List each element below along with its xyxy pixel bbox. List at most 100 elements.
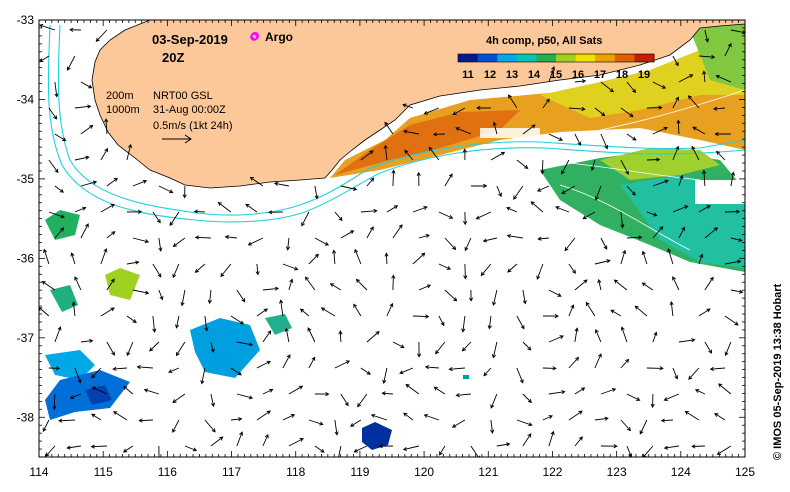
current-arrow bbox=[463, 211, 468, 226]
current-arrow bbox=[691, 145, 700, 161]
current-arrow bbox=[698, 54, 716, 60]
current-arrow bbox=[522, 341, 532, 351]
current-arrow bbox=[338, 445, 342, 457]
current-arrow bbox=[620, 326, 628, 343]
current-arrow bbox=[652, 179, 669, 187]
current-arrow bbox=[184, 445, 198, 452]
current-arrow bbox=[412, 252, 426, 265]
current-arrow bbox=[590, 159, 596, 172]
current-arrow bbox=[692, 126, 706, 135]
current-arrow bbox=[650, 393, 655, 409]
y-tick-label: -36 bbox=[17, 251, 35, 265]
current-arrow bbox=[288, 278, 294, 291]
current-arrow bbox=[41, 280, 56, 291]
current-arrow bbox=[74, 367, 82, 384]
current-arrow bbox=[574, 79, 587, 84]
current-arrow bbox=[698, 308, 711, 317]
current-arrow bbox=[383, 144, 388, 161]
current-arrow bbox=[106, 231, 116, 239]
current-arrow bbox=[80, 338, 94, 343]
current-arrow bbox=[136, 364, 153, 370]
colorbar-tick-label: 16 bbox=[572, 69, 584, 81]
current-arrow bbox=[652, 331, 658, 343]
current-arrow bbox=[48, 211, 65, 219]
current-arrow bbox=[678, 338, 696, 343]
current-arrow bbox=[434, 341, 446, 355]
x-tick-label: 124 bbox=[671, 465, 691, 479]
current-arrow bbox=[542, 415, 553, 421]
current-arrow bbox=[476, 105, 491, 110]
contour-200m-label: 200m bbox=[106, 90, 134, 102]
current-arrow bbox=[451, 419, 466, 428]
current-arrow bbox=[594, 185, 602, 201]
current-arrow bbox=[91, 386, 108, 395]
current-arrow bbox=[620, 107, 634, 118]
current-arrow bbox=[54, 326, 62, 343]
current-arrow bbox=[568, 356, 580, 369]
colorbar-tick-label: 11 bbox=[462, 69, 474, 81]
current-arrow bbox=[273, 181, 289, 187]
current-arrow bbox=[490, 151, 506, 161]
current-arrow bbox=[641, 282, 654, 291]
x-tick-label: 120 bbox=[414, 465, 434, 479]
x-tick-label: 119 bbox=[350, 465, 369, 479]
current-arrow bbox=[691, 444, 705, 449]
current-arrow bbox=[555, 206, 570, 213]
current-arrow bbox=[600, 444, 618, 449]
x-tick-label: 123 bbox=[607, 465, 627, 479]
current-arrow bbox=[490, 393, 498, 409]
current-arrow bbox=[724, 42, 732, 57]
current-arrow bbox=[172, 263, 180, 279]
current-arrow bbox=[641, 250, 648, 265]
current-arrow bbox=[704, 227, 719, 239]
current-arrow bbox=[491, 341, 498, 359]
current-arrow bbox=[672, 367, 679, 380]
current-arrow bbox=[366, 330, 380, 343]
current-arrow bbox=[113, 411, 128, 421]
current-arrow bbox=[522, 393, 532, 404]
current-arrow bbox=[652, 226, 664, 239]
current-arrow bbox=[405, 383, 420, 395]
current-arrow bbox=[712, 106, 725, 111]
current-arrow bbox=[548, 66, 556, 83]
current-arrow bbox=[582, 211, 596, 220]
current-arrow bbox=[245, 203, 258, 213]
x-tick-label: 118 bbox=[286, 465, 305, 479]
current-arrow bbox=[314, 445, 325, 453]
current-arrow bbox=[412, 314, 430, 319]
current-arrow bbox=[439, 445, 446, 456]
current-arrow bbox=[513, 185, 524, 200]
current-arrow bbox=[669, 300, 674, 317]
current-arrow bbox=[392, 224, 403, 239]
current-arrow bbox=[438, 315, 445, 327]
current-arrow bbox=[236, 393, 254, 400]
current-arrow bbox=[268, 210, 283, 215]
current-arrow bbox=[660, 418, 673, 423]
colorbar-tick-label: 18 bbox=[616, 69, 628, 81]
current-arrow bbox=[207, 289, 212, 305]
current-arrow bbox=[702, 70, 707, 83]
current-arrow bbox=[574, 279, 588, 291]
current-arrow bbox=[717, 383, 732, 395]
current-arrow bbox=[182, 185, 187, 199]
current-arrow bbox=[444, 237, 457, 251]
current-arrow bbox=[600, 133, 609, 150]
current-arrow bbox=[522, 289, 527, 305]
current-arrow bbox=[438, 263, 452, 270]
current-arrow bbox=[646, 211, 658, 217]
current-arrow bbox=[152, 211, 161, 224]
current-arrow bbox=[360, 150, 374, 161]
current-arrow bbox=[204, 315, 209, 332]
current-arrow bbox=[704, 276, 714, 291]
current-arrow bbox=[384, 121, 394, 135]
current-arrow bbox=[594, 259, 611, 265]
current-vectors bbox=[39, 23, 745, 457]
current-arrow bbox=[461, 315, 466, 333]
current-arrow bbox=[709, 366, 725, 372]
copyright: © IMOS 05-Sep-2019 13:38 Hobart bbox=[772, 283, 784, 460]
current-arrow bbox=[193, 209, 205, 214]
current-arrow bbox=[730, 237, 743, 242]
current-arrow bbox=[600, 387, 617, 395]
current-arrow bbox=[304, 276, 316, 291]
